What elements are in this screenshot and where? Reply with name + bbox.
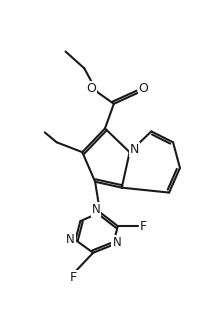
Text: O: O [138,83,148,96]
Text: F: F [69,271,77,284]
Text: N: N [129,143,139,156]
Text: N: N [112,236,121,249]
Text: F: F [139,220,146,233]
Text: N: N [66,233,74,246]
Text: N: N [91,203,100,216]
Text: O: O [86,82,96,95]
